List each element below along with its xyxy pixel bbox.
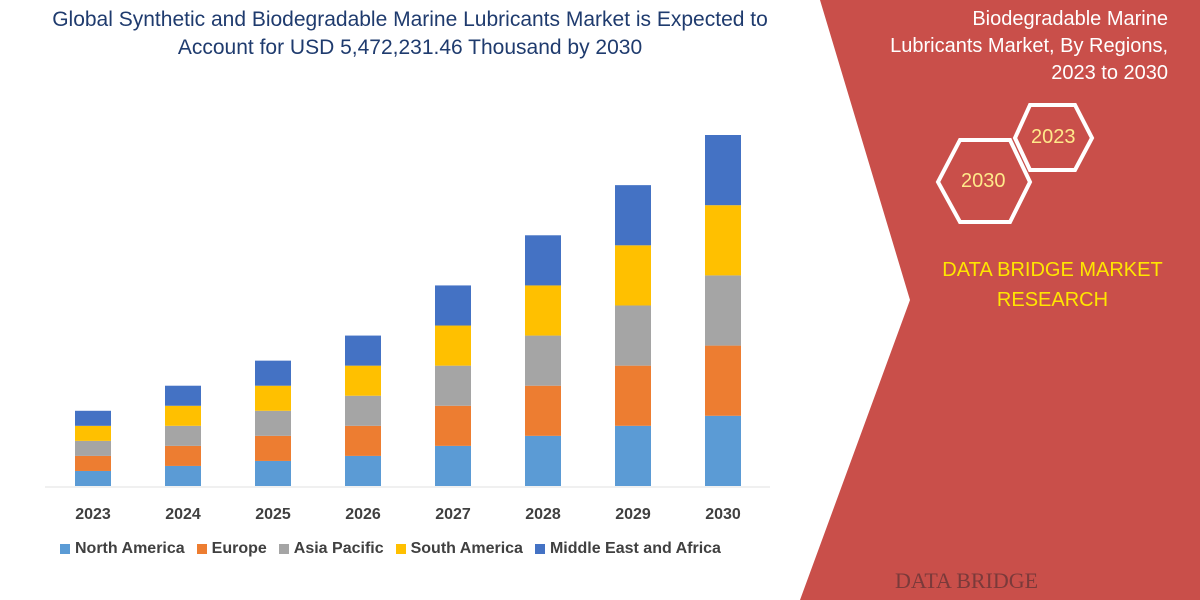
hex-label-2030: 2030 <box>961 170 1006 192</box>
bar-2028-asia-pacific <box>525 335 561 386</box>
legend-item: South America <box>395 540 523 558</box>
data-bridge-logo: DATA BRIDGE <box>895 568 1039 593</box>
bar-2028-north-america <box>525 435 561 486</box>
bar-2027-south-america <box>435 325 471 366</box>
legend-swatch <box>278 544 289 554</box>
chart-title: Global Synthetic and Biodegradable Marin… <box>52 8 768 59</box>
bar-2029-asia-pacific <box>615 305 651 366</box>
legend-item: North America <box>60 540 185 558</box>
hexagon-2030 <box>935 138 1033 224</box>
legend-label: Europe <box>211 540 267 557</box>
bar-2025-middle-east-and-africa <box>255 360 291 386</box>
bar-2026-south-america <box>345 365 381 396</box>
bar-2026-middle-east-and-africa <box>345 335 381 366</box>
bar-2025-south-america <box>255 385 291 411</box>
bar-2025-asia-pacific <box>255 410 291 436</box>
bar-2030-europe <box>705 345 741 416</box>
legend-label: Asia Pacific <box>293 540 384 557</box>
bar-2029-middle-east-and-africa <box>615 185 651 246</box>
x-tick-2027: 2027 <box>435 506 471 523</box>
legend-swatch <box>196 544 207 554</box>
bar-2030-south-america <box>705 205 741 276</box>
brand-text: DATA BRIDGE MARKET RESEARCH <box>942 259 1163 311</box>
red-side-panel <box>800 0 1200 600</box>
bar-2024-asia-pacific <box>165 425 201 446</box>
bar-2026-asia-pacific <box>345 395 381 426</box>
bar-2026-europe <box>345 425 381 456</box>
bar-2027-north-america <box>435 445 471 486</box>
legend-label: North America <box>75 540 185 557</box>
bar-2029-europe <box>615 365 651 426</box>
bar-2028-middle-east-and-africa <box>525 235 561 286</box>
bar-2023-europe <box>75 455 111 471</box>
x-tick-2026: 2026 <box>345 506 381 523</box>
bar-2024-north-america <box>165 465 201 486</box>
side-title: Biodegradable Marine Lubricants Market, … <box>890 8 1168 84</box>
legend-swatch <box>395 544 406 554</box>
bar-2027-asia-pacific <box>435 365 471 406</box>
bar-2024-south-america <box>165 405 201 426</box>
legend-item: Asia Pacific <box>278 540 384 558</box>
hexagon-2023 <box>1012 103 1095 172</box>
x-tick-2023: 2023 <box>75 506 111 523</box>
legend-label: South America <box>410 540 523 557</box>
legend: North America Europe Asia Pacific South Ame… <box>60 540 721 558</box>
bar-2027-middle-east-and-africa <box>435 285 471 326</box>
hex-label-2023: 2023 <box>1031 126 1076 148</box>
legend-label: Middle East and Africa <box>549 540 721 557</box>
bar-2027-europe <box>435 405 471 446</box>
bar-2023-middle-east-and-africa <box>75 410 111 426</box>
bar-2030-middle-east-and-africa <box>705 135 741 206</box>
bar-2028-europe <box>525 385 561 436</box>
x-tick-2029: 2029 <box>615 506 651 523</box>
bar-2025-north-america <box>255 460 291 486</box>
x-tick-2028: 2028 <box>525 506 561 523</box>
bar-2024-middle-east-and-africa <box>165 385 201 406</box>
legend-swatch <box>534 544 545 554</box>
bar-2025-europe <box>255 435 291 461</box>
legend-swatch <box>60 544 70 554</box>
legend-item: Europe <box>196 540 267 558</box>
bar-2029-north-america <box>615 425 651 486</box>
bar-2024-europe <box>165 445 201 466</box>
bar-2030-asia-pacific <box>705 275 741 346</box>
bar-2028-south-america <box>525 285 561 336</box>
bar-2029-south-america <box>615 245 651 306</box>
x-tick-2024: 2024 <box>165 506 201 523</box>
bar-2026-north-america <box>345 455 381 486</box>
bar-2023-south-america <box>75 425 111 441</box>
x-tick-2030: 2030 <box>705 506 741 523</box>
bar-2023-asia-pacific <box>75 440 111 456</box>
legend-item: Middle East and Africa <box>534 540 721 558</box>
bar-2030-north-america <box>705 415 741 486</box>
bar-2023-north-america <box>75 470 111 486</box>
x-tick-2025: 2025 <box>255 506 291 523</box>
x-tick-labels: 2023 2024 2025 2026 2027 2028 2029 2030 <box>75 506 741 523</box>
bars <box>75 135 741 486</box>
